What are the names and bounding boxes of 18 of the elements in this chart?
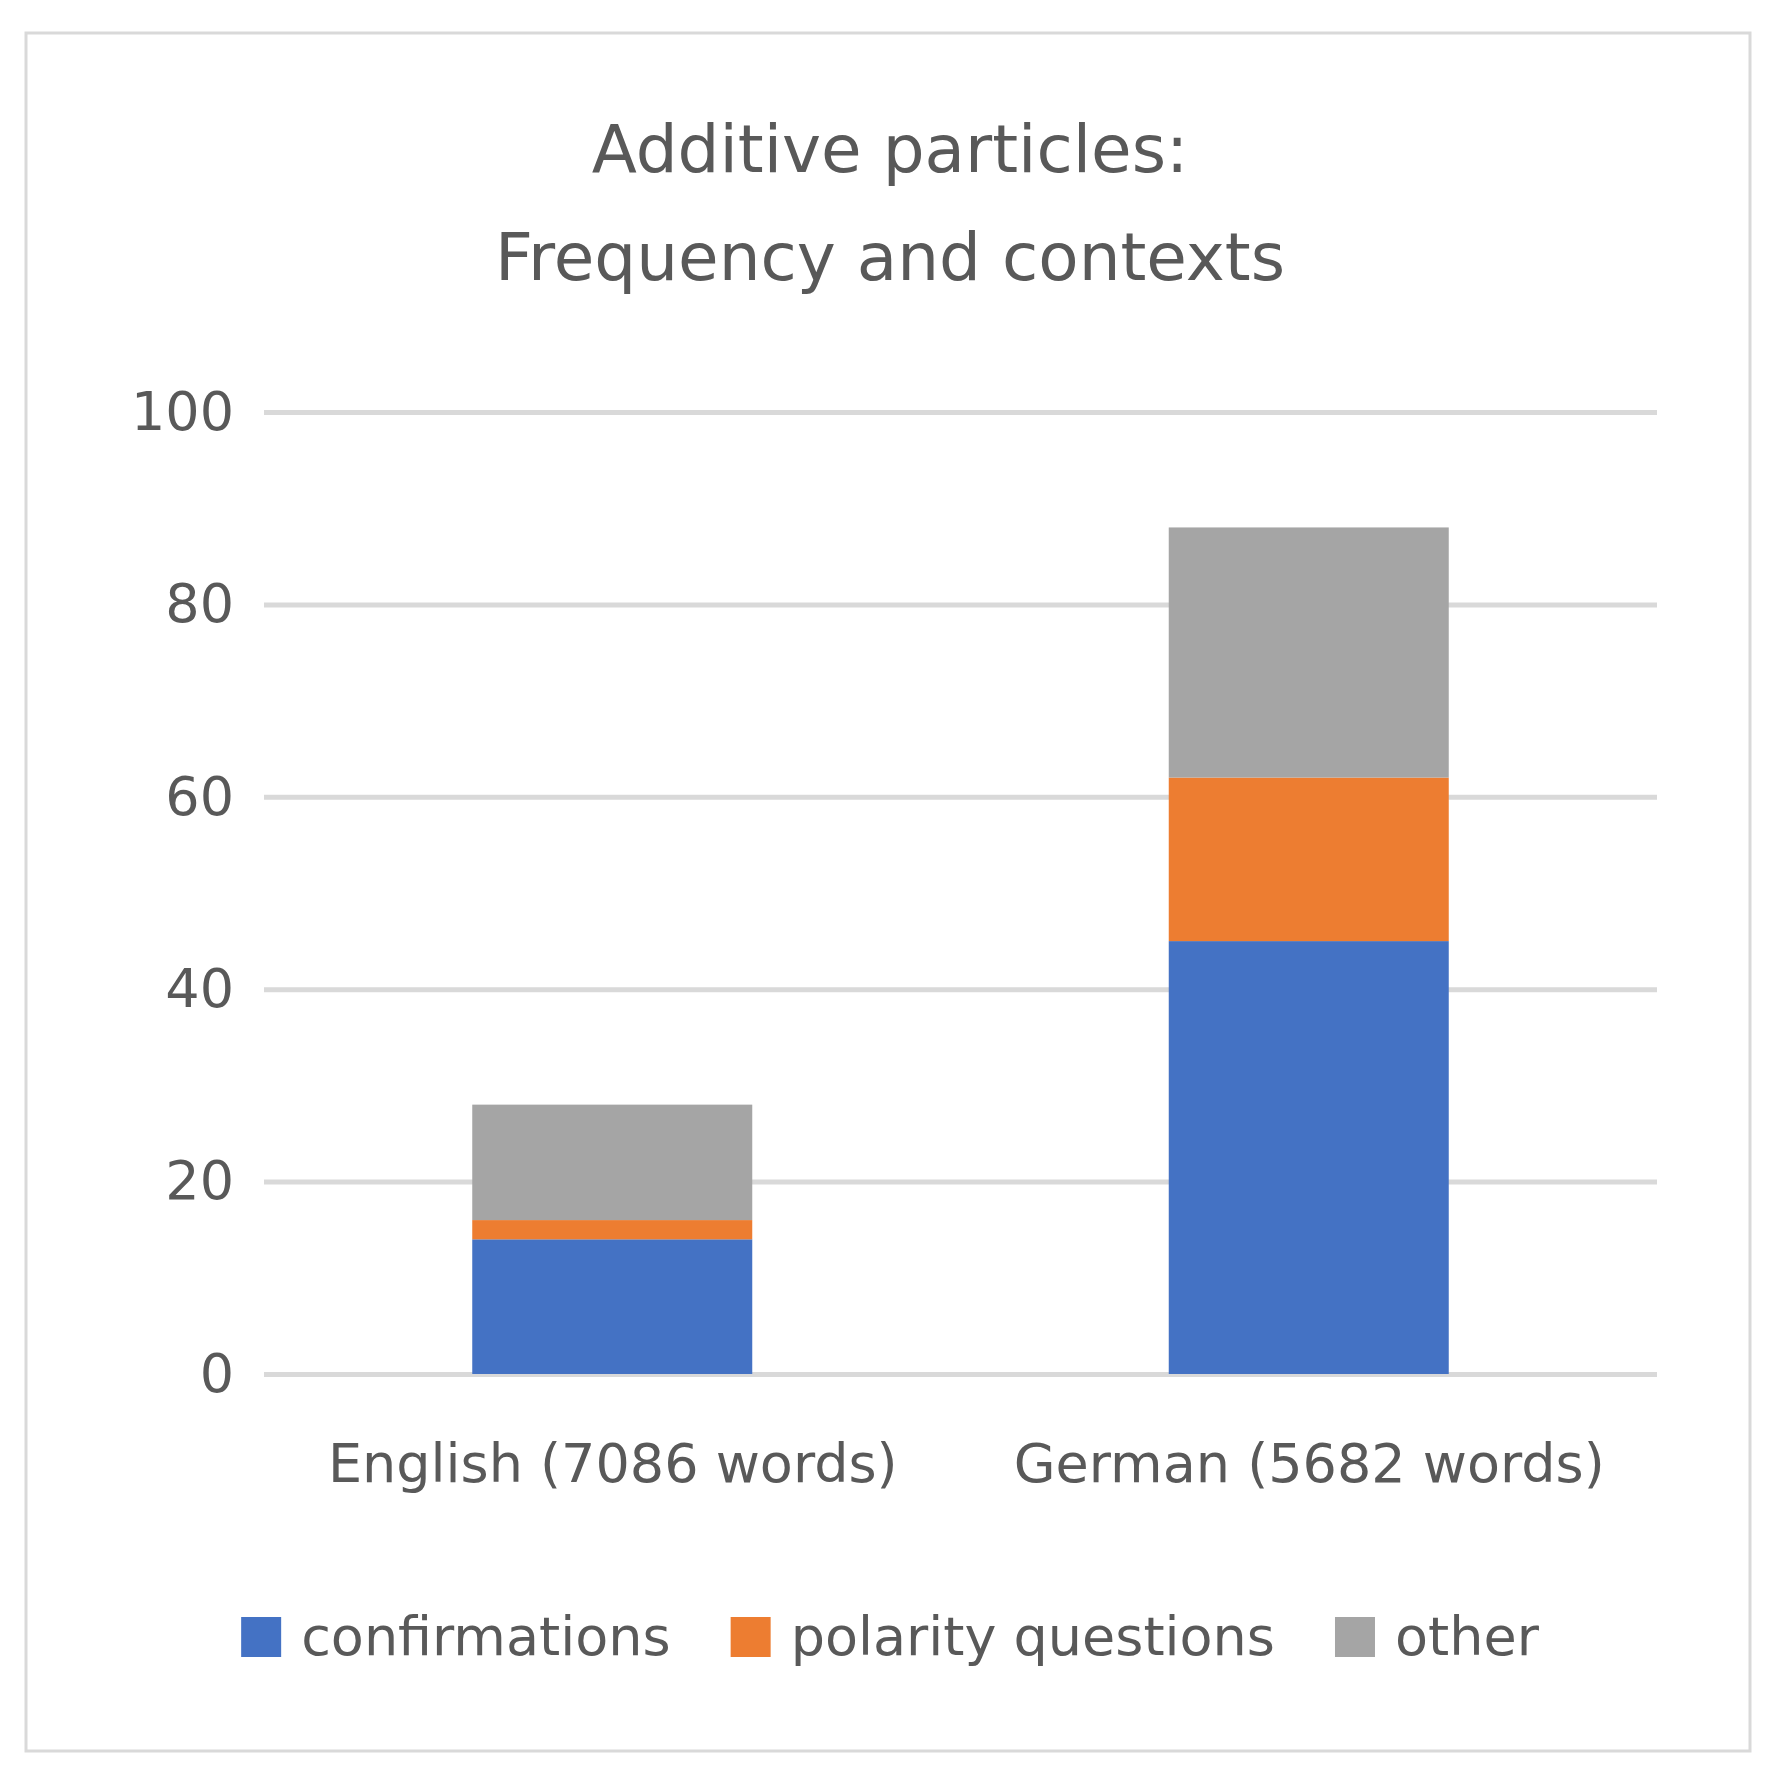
y-tick-label: 100 [130, 379, 234, 443]
bar [1168, 777, 1449, 942]
chart-title: Additive particles: Frequency and contexts [494, 111, 1286, 296]
x-tick-label: German (5682 words) [1013, 1432, 1605, 1496]
legend-label: other [1394, 1605, 1540, 1668]
y-tick-label: 0 [199, 1341, 234, 1405]
y-tick-label: 40 [165, 956, 234, 1020]
legend-label: polarity questions [790, 1605, 1275, 1668]
bar [1168, 527, 1449, 778]
bar [1168, 941, 1449, 1374]
y-tick-label: 60 [165, 764, 234, 828]
bar [472, 1220, 753, 1240]
legend-label: confirmations [301, 1605, 671, 1668]
bar [472, 1239, 753, 1374]
bar [472, 1104, 753, 1221]
y-tick-label: 80 [165, 572, 234, 636]
x-tick-label: English (7086 words) [327, 1432, 898, 1496]
y-tick-label: 20 [165, 1149, 234, 1213]
